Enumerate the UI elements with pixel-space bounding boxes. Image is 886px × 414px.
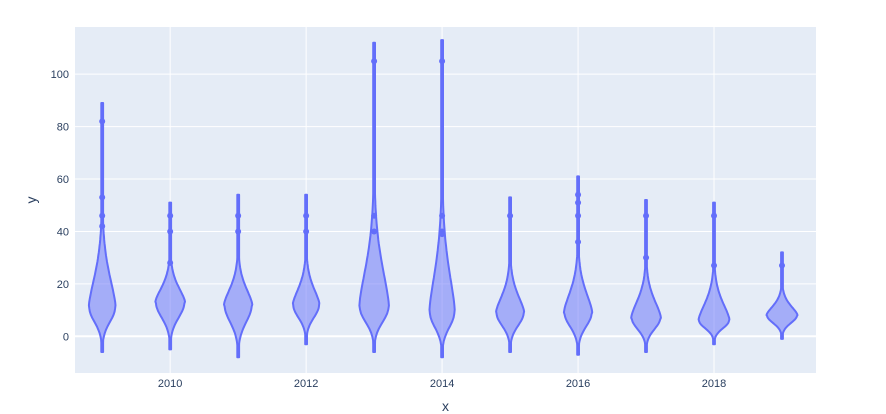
- violin-body: [223, 193, 254, 359]
- y-tick-label: 20: [57, 279, 69, 291]
- outlier-point: [303, 228, 310, 235]
- y-tick-label: 40: [57, 226, 69, 238]
- outlier-point: [507, 212, 514, 219]
- outlier-point: [235, 228, 242, 235]
- violin-body: [495, 196, 526, 353]
- x-tick-label: 2014: [430, 378, 454, 390]
- outlier-point: [643, 254, 650, 261]
- violin-2011: [223, 193, 254, 359]
- violin-body: [697, 201, 731, 346]
- violin-2014: [428, 39, 456, 359]
- violin-body: [765, 251, 799, 340]
- outlier-point: [371, 58, 378, 65]
- outlier-point: [439, 58, 446, 65]
- y-tick-label: 0: [63, 331, 69, 343]
- outlier-point: [167, 259, 174, 266]
- y-tick-label: 60: [57, 174, 69, 186]
- outlier-point: [779, 262, 786, 269]
- x-tick-label: 2016: [566, 378, 590, 390]
- outlier-point: [711, 212, 718, 219]
- outlier-point: [711, 262, 718, 269]
- violin-2013: [358, 41, 390, 353]
- outlier-point: [371, 228, 378, 235]
- violin-body: [154, 201, 186, 351]
- violin-body: [562, 175, 594, 356]
- violins: [87, 39, 799, 359]
- violin-2009: [87, 102, 117, 353]
- violin-body: [291, 193, 321, 346]
- y-tick-label: 100: [51, 69, 69, 81]
- outlier-point: [167, 228, 174, 235]
- outlier-point: [99, 212, 106, 219]
- violin-2012: [291, 193, 321, 346]
- outlier-point: [439, 212, 446, 219]
- violin-2016: [562, 175, 594, 356]
- violin-2018: [697, 201, 731, 346]
- y-axis-title: y: [23, 197, 39, 204]
- x-tick-label: 2012: [294, 378, 318, 390]
- outlier-point: [167, 212, 174, 219]
- tick-labels: 0 20 40 60 80 100 2010 2012 2014 2016 2018: [51, 69, 727, 390]
- violin-2010: [154, 201, 186, 351]
- outlier-point: [303, 212, 310, 219]
- x-tick-label: 2018: [702, 378, 726, 390]
- violin-2019: [765, 251, 799, 340]
- violin-body: [428, 39, 456, 359]
- violin-body: [358, 41, 390, 353]
- violin-body: [630, 199, 662, 353]
- outlier-point: [371, 212, 378, 219]
- y-tick-label: 80: [57, 122, 69, 134]
- outlier-point: [439, 228, 446, 235]
- outlier-point: [575, 238, 582, 245]
- violin-2015: [495, 196, 526, 353]
- violin-2017: [630, 199, 662, 353]
- x-axis-title: x: [442, 398, 449, 414]
- outlier-point: [99, 194, 106, 201]
- outlier-point: [99, 118, 106, 125]
- outlier-point: [575, 212, 582, 219]
- x-tick-label: 2010: [158, 378, 182, 390]
- outlier-point: [575, 199, 582, 206]
- outlier-point: [575, 191, 582, 198]
- outlier-point: [235, 212, 242, 219]
- outlier-point: [99, 223, 106, 230]
- outlier-point: [643, 212, 650, 219]
